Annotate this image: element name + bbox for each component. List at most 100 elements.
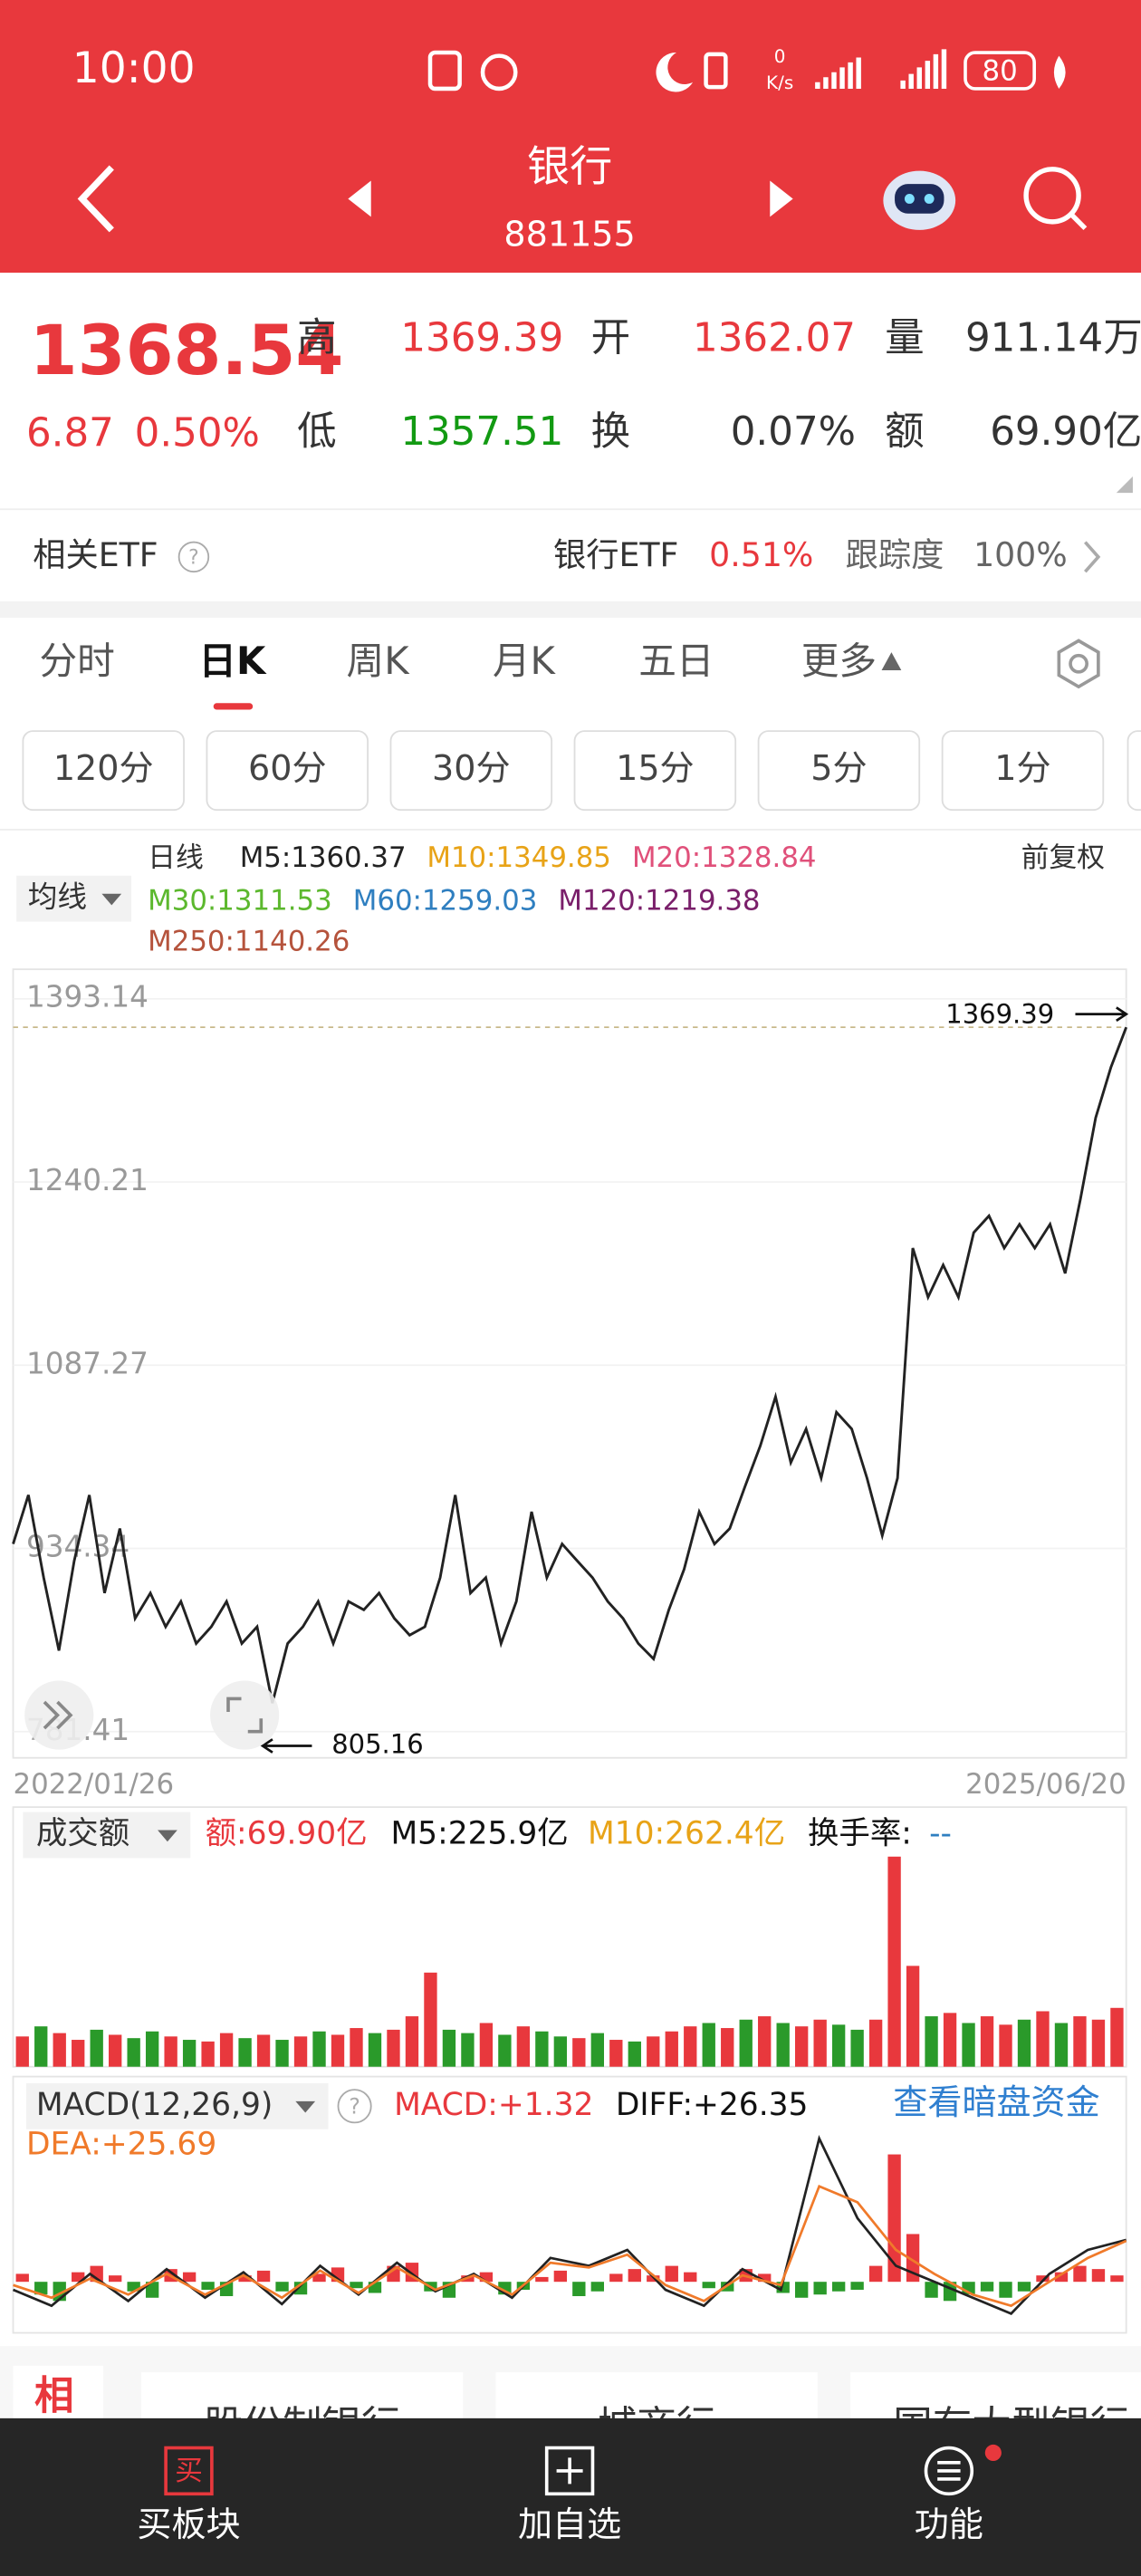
change-pct: 0.50%: [135, 411, 260, 457]
ma-selector-label: 均线: [28, 879, 87, 914]
bar: [127, 2282, 140, 2292]
bar: [72, 2040, 85, 2067]
bar: [647, 2036, 660, 2067]
bar: [868, 2265, 883, 2283]
adjust[interactable]: 前复权: [1021, 841, 1105, 874]
help-mark: ?: [188, 547, 199, 570]
etf-pct: 0.51%: [709, 535, 813, 574]
moon-icon: [656, 53, 694, 92]
bar: [776, 2023, 790, 2067]
bar: [535, 2276, 549, 2283]
macd-selector[interactable]: [26, 2082, 329, 2129]
etf-row[interactable]: 相关ETF ? 银行ETF 0.51% 跟踪度 100%: [33, 535, 1101, 574]
bar: [572, 2038, 586, 2067]
leaf-icon: [1053, 55, 1066, 89]
interval-button[interactable]: [573, 730, 737, 812]
bar: [72, 2272, 85, 2283]
price-line: [12, 1026, 1128, 1704]
macd-chart: [12, 2135, 1127, 2315]
robot-button[interactable]: [883, 170, 956, 230]
diff-value: DIFF:+26.35: [616, 2087, 809, 2123]
tab[interactable]: 五日: [638, 639, 714, 683]
volume-frame: [12, 1806, 1127, 2068]
volume-m10: M10:262.4亿: [588, 1815, 785, 1851]
bar: [15, 2036, 29, 2067]
nfc-icon: [427, 50, 462, 91]
ma-item: M10:1349.85: [427, 841, 611, 874]
volume-chart: [15, 1856, 1124, 2067]
add-icon: [544, 2446, 595, 2496]
bar: [293, 2036, 308, 2067]
bottom-nav: [0, 2417, 1141, 2576]
volume-amount: 额:69.90亿: [206, 1815, 368, 1851]
interval-button[interactable]: [206, 730, 369, 812]
turnover-label: 换: [591, 409, 631, 455]
volume-m5: M5:225.9亿: [390, 1815, 568, 1851]
bar: [461, 2033, 475, 2067]
interval-label: 1分: [994, 748, 1050, 788]
bar: [1017, 2282, 1031, 2292]
start-date: 2022/01/26: [14, 1768, 175, 1801]
bar: [293, 2282, 308, 2295]
settings-dot: [1069, 653, 1088, 674]
bar: [350, 2282, 363, 2289]
etf-label: 相关ETF: [33, 535, 158, 574]
bar: [609, 2273, 623, 2283]
tab[interactable]: 周K: [347, 639, 411, 683]
title: 银行: [527, 142, 612, 192]
header-bg: [0, 0, 1141, 274]
interval-button[interactable]: [1127, 730, 1141, 812]
bar: [572, 2282, 586, 2297]
bar: [368, 2033, 382, 2067]
function-button[interactable]: 功能: [915, 2444, 1002, 2544]
add-button[interactable]: 加自选: [518, 2446, 621, 2545]
low-arrow: [260, 1738, 312, 1754]
bar: [739, 2019, 753, 2067]
fullscreen-button[interactable]: [210, 1680, 280, 1750]
bar: [628, 2269, 641, 2283]
dark-pool-link[interactable]: 查看暗盘资金: [893, 2082, 1099, 2122]
interval-button[interactable]: [941, 730, 1105, 812]
bar: [312, 2273, 326, 2283]
bar: [442, 2029, 456, 2067]
y-tick-label: 1087.27: [26, 1346, 149, 1380]
bar: [887, 1856, 901, 2067]
bar: [831, 2282, 846, 2292]
buy-button[interactable]: 买 买板块: [137, 2446, 241, 2545]
bar: [53, 2033, 66, 2067]
bar: [758, 2273, 772, 2283]
interval-button[interactable]: [389, 730, 553, 812]
tab[interactable]: 分时: [40, 639, 115, 683]
bar: [906, 1966, 920, 2067]
diff-line: [12, 2135, 1127, 2315]
next-button[interactable]: [770, 180, 793, 217]
tab[interactable]: 更多: [801, 639, 877, 683]
tabs: 分时 日K 周K 月K 五日 更多: [40, 639, 877, 683]
interval-button[interactable]: [22, 730, 185, 812]
bar: [1054, 2272, 1069, 2283]
bar: [256, 2270, 271, 2283]
robot-eye: [904, 194, 915, 204]
settings-button[interactable]: [1057, 639, 1100, 689]
bar: [90, 2029, 103, 2067]
search-button[interactable]: [1023, 167, 1088, 231]
tab[interactable]: 日K: [198, 639, 267, 683]
bar: [312, 2031, 326, 2067]
bar: [665, 2265, 678, 2283]
etf-name: 银行ETF: [553, 535, 678, 574]
interval-label: 30分: [432, 748, 511, 788]
y-tick-label: 1393.14: [26, 980, 149, 1014]
prev-button[interactable]: [348, 180, 371, 217]
turnover-rate-label: 换手率:: [808, 1815, 912, 1851]
interval-button[interactable]: [757, 730, 921, 812]
bar: [145, 2282, 159, 2298]
volume: 911.14万: [965, 315, 1141, 360]
tab[interactable]: 月K: [493, 639, 557, 683]
back-button[interactable]: [77, 165, 114, 233]
bar: [1054, 2023, 1069, 2067]
bar: [275, 2282, 289, 2292]
battery-icon: [964, 51, 1036, 91]
bar: [350, 2028, 363, 2067]
add-label: 加自选: [518, 2504, 621, 2544]
bar: [127, 2038, 140, 2067]
